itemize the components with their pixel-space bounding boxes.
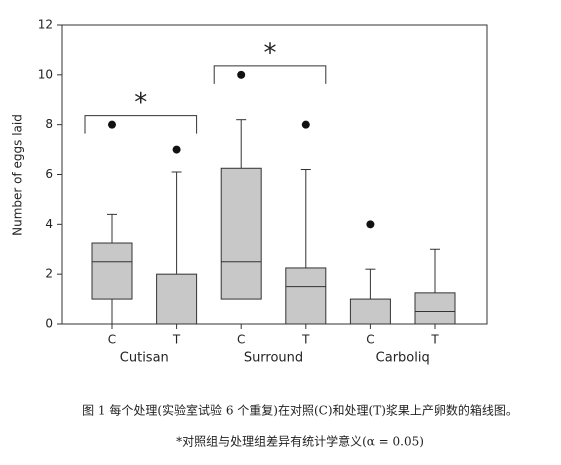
outlier xyxy=(366,220,375,229)
significance-bracket xyxy=(84,115,198,134)
x-tick-label: C xyxy=(366,333,374,347)
caption-note: *对照组与处理组差异有统计学意义(α = 0.05) xyxy=(176,434,424,449)
x-tick-label: C xyxy=(237,333,245,347)
x-tick-label: C xyxy=(108,333,116,347)
y-tick-label: 4 xyxy=(45,217,53,231)
outlier xyxy=(172,145,181,154)
caption: 图 1 每个处理(实验室试验 6 个重复)在对照(C)和处理(T)浆果上产卵数的… xyxy=(82,403,518,418)
y-tick-label: 2 xyxy=(45,267,53,281)
y-axis-label: Number of eggs laid xyxy=(11,114,25,236)
outlier xyxy=(301,120,310,129)
box xyxy=(285,267,327,325)
box xyxy=(349,298,391,325)
y-tick-label: 0 xyxy=(45,317,53,331)
outlier xyxy=(237,70,246,79)
y-tick-label: 12 xyxy=(38,18,53,32)
group-label: Cutisan xyxy=(120,351,169,366)
y-tick-label: 8 xyxy=(45,117,53,131)
x-tick-label: T xyxy=(301,333,310,347)
outlier xyxy=(108,120,116,129)
box xyxy=(414,292,456,325)
box xyxy=(156,273,198,325)
significance-bracket xyxy=(213,65,327,84)
y-tick-label: 10 xyxy=(38,67,53,81)
significance-label: * xyxy=(264,38,277,68)
box xyxy=(91,242,133,300)
y-tick-label: 6 xyxy=(45,167,53,181)
box xyxy=(220,167,262,300)
group-label: Carboliq xyxy=(376,351,430,366)
group-label: Surround xyxy=(244,351,303,366)
x-tick-label: T xyxy=(172,333,181,347)
significance-label: * xyxy=(134,88,147,118)
x-tick-label: T xyxy=(430,333,439,347)
